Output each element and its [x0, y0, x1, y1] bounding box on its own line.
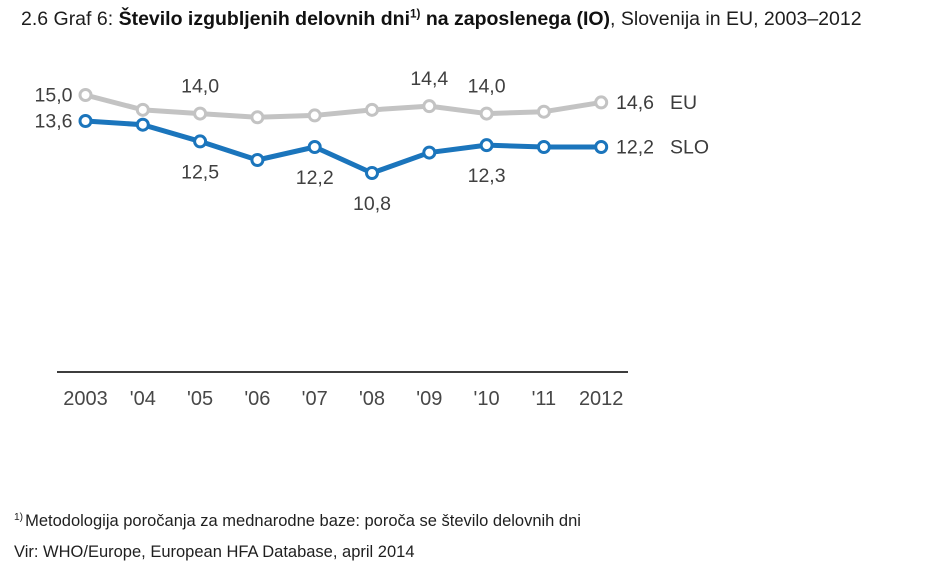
eu-data-point — [307, 108, 322, 123]
eu-data-point — [135, 102, 150, 117]
slo-data-point — [193, 134, 208, 149]
eu-data-point — [422, 99, 437, 114]
title-suffix: , Slovenija in EU, 2003–2012 — [610, 8, 862, 30]
slo-point-label: 10,8 — [353, 193, 391, 215]
slo-point-label: 12,3 — [468, 165, 506, 187]
title-bold-main: Število izgubljenih delovnih dni — [118, 8, 410, 30]
slo-data-point — [307, 140, 322, 154]
eu-point-label: 15,0 — [35, 85, 73, 107]
x-tick-label: '06 — [244, 388, 270, 410]
eu-point-label: 14,4 — [410, 68, 448, 90]
eu-data-point — [193, 106, 208, 121]
x-tick-label: '07 — [302, 388, 328, 410]
slo-point-label: 12,5 — [181, 161, 219, 183]
footnote-line-2: Vir: WHO/Europe, European HFA Database, … — [14, 543, 415, 561]
footnote: 1) Metodologija poročanja za mednarodne b… — [14, 506, 581, 568]
eu-data-point — [365, 102, 379, 117]
slo-line — [85, 118, 602, 176]
x-tick-label: '08 — [359, 388, 385, 410]
footnote-superscript: 1) — [14, 511, 24, 523]
x-tick-label: '09 — [416, 388, 442, 410]
page-title: 2.6 Graf 6: Število izgubljenih delovnih… — [21, 8, 931, 31]
slo-series-name-label: SLO — [670, 137, 709, 159]
title-prefix: 2.6 Graf 6: — [21, 8, 119, 30]
title-superscript: 1) — [410, 7, 421, 21]
slo-point-label: 12,2 — [296, 167, 334, 189]
slo-end-value-label: 12,2 — [616, 137, 654, 159]
eu-point-label: 14,0 — [468, 76, 506, 98]
x-tick-label: '04 — [130, 388, 156, 410]
footnote-line-1: 1) Metodologija poročanja za mednarodne b… — [14, 506, 581, 537]
x-tick-label: '10 — [474, 388, 500, 410]
slo-data-point — [422, 145, 437, 160]
slo-data-point — [135, 117, 150, 132]
x-tick-label: '11 — [532, 388, 557, 410]
eu-series-name-label: EU — [670, 92, 697, 114]
x-tick-label: 2003 — [63, 388, 108, 410]
eu-line — [84, 92, 602, 120]
slo-data-point — [536, 140, 551, 154]
eu-data-point — [250, 110, 265, 125]
eu-data-point — [536, 104, 551, 119]
eu-data-point — [78, 88, 93, 103]
slo-point-label: 13,6 — [35, 111, 73, 133]
title-bold-rest: na zaposlenega (IO) — [420, 8, 611, 30]
eu-point-label: 14,0 — [181, 76, 219, 98]
slo-data-point — [365, 165, 379, 180]
slo-data-point — [594, 140, 609, 154]
eu-end-value-label: 14,6 — [616, 92, 654, 114]
eu-data-point — [594, 95, 609, 110]
x-tick-label: 2012 — [579, 388, 624, 410]
x-tick-label: '05 — [187, 388, 213, 410]
slo-data-point — [250, 152, 265, 167]
slo-data-point — [78, 114, 93, 129]
slo-data-point — [479, 138, 494, 153]
footnote-text-1: Metodologija poročanja za mednarodne baz… — [25, 512, 581, 530]
eu-data-point — [479, 106, 494, 121]
